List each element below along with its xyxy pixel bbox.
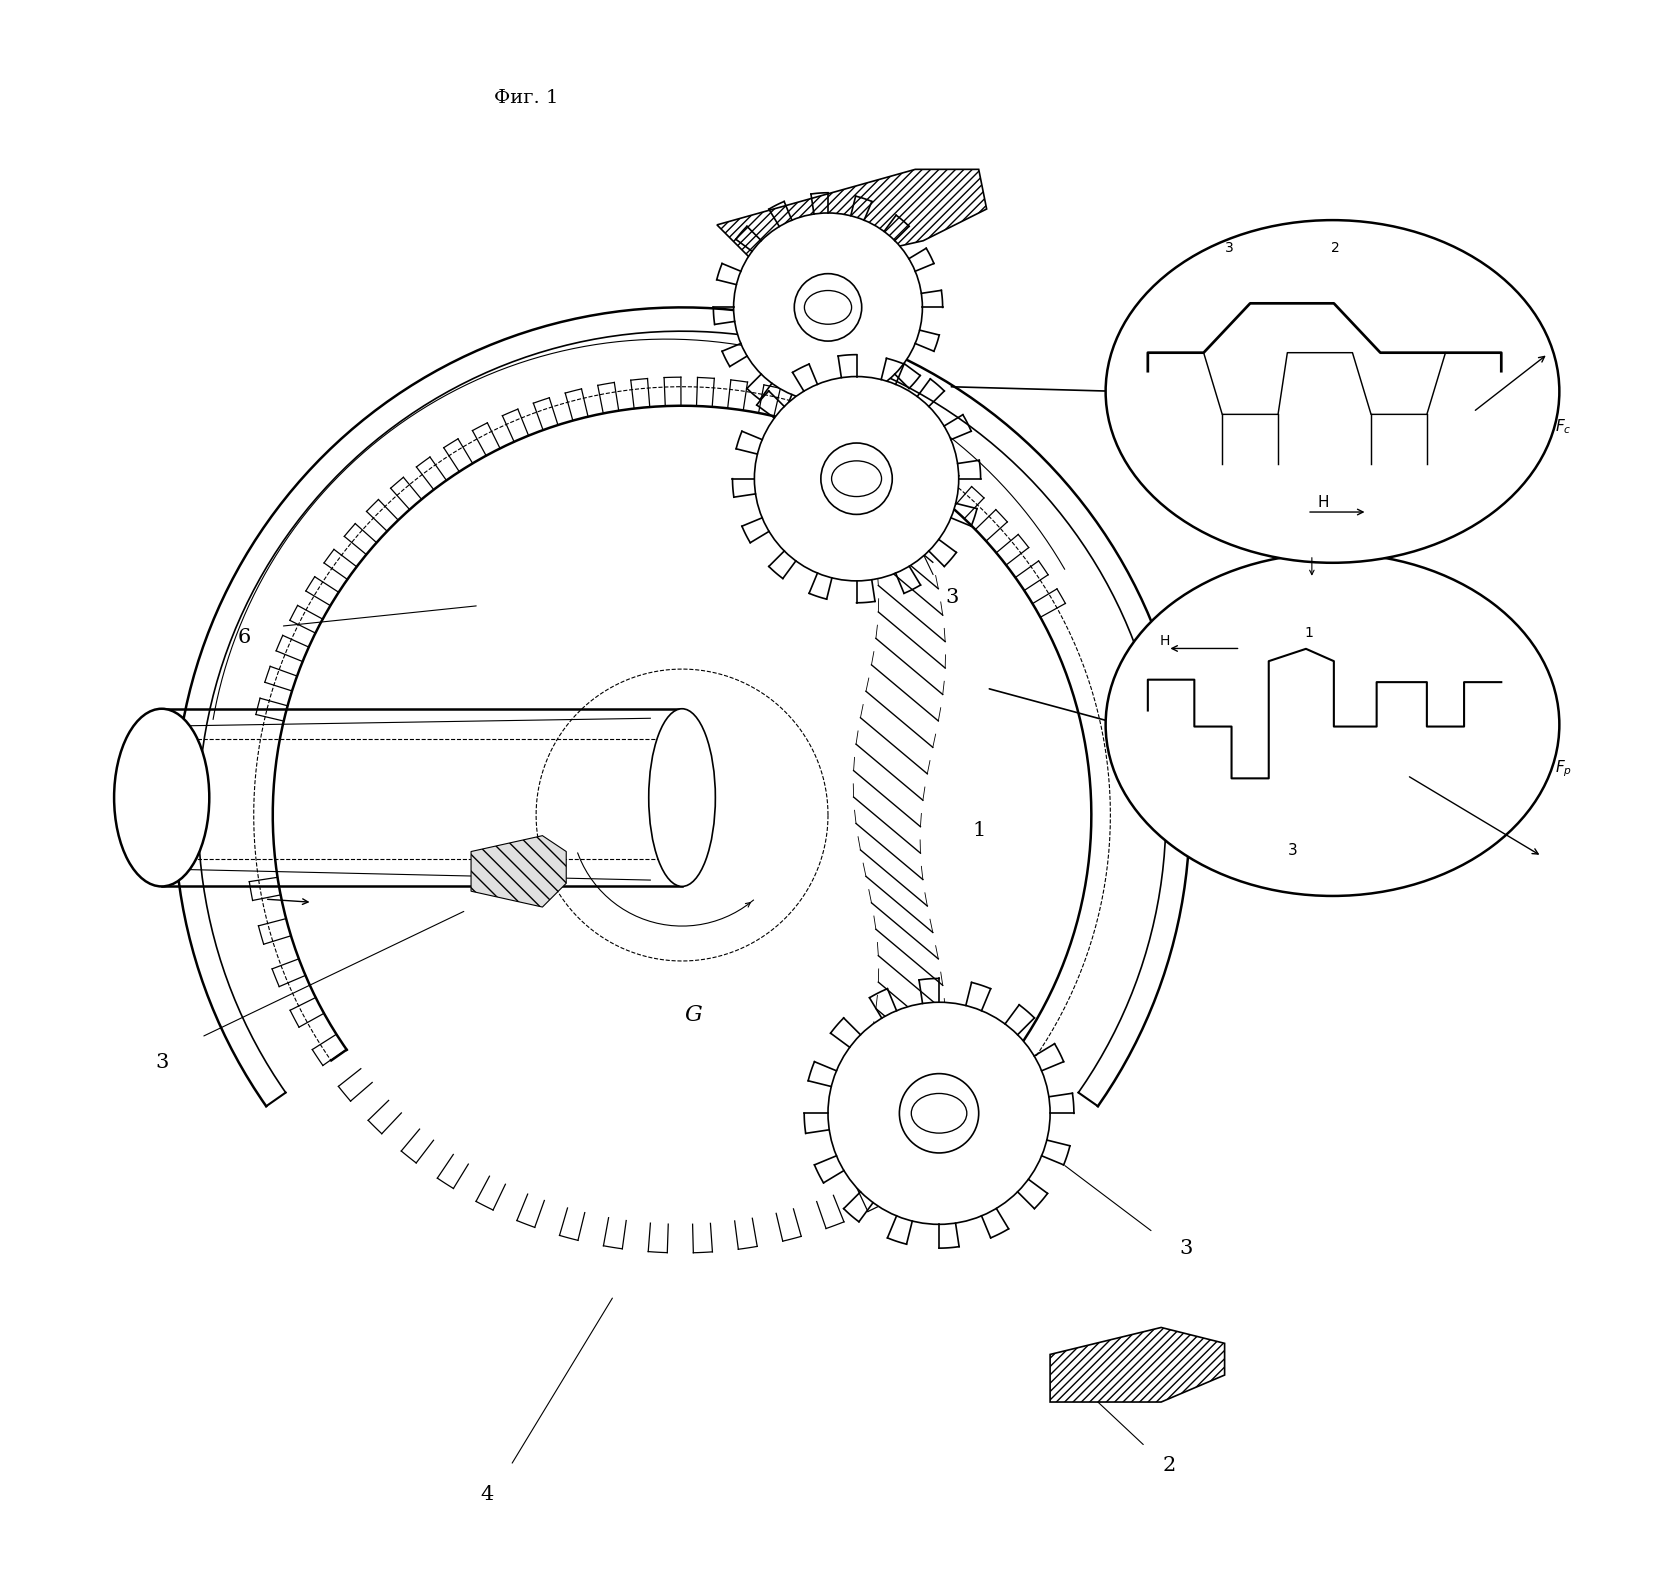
Ellipse shape	[649, 708, 715, 887]
Ellipse shape	[804, 290, 851, 325]
Ellipse shape	[910, 1094, 967, 1134]
Text: 2: 2	[1162, 1457, 1175, 1474]
Circle shape	[821, 443, 892, 514]
Ellipse shape	[114, 708, 209, 887]
Text: 3: 3	[1178, 1239, 1193, 1258]
Text: $F_p$: $F_p$	[1554, 758, 1571, 778]
Text: 2: 2	[1331, 240, 1339, 255]
Circle shape	[755, 377, 958, 581]
Text: 3: 3	[1225, 240, 1233, 255]
Text: 4: 4	[480, 1484, 493, 1503]
Text: H: H	[1158, 634, 1168, 648]
Text: 3: 3	[1288, 842, 1298, 858]
Text: 3: 3	[156, 1052, 169, 1071]
Circle shape	[733, 213, 922, 401]
Text: H: H	[1316, 495, 1327, 511]
Polygon shape	[717, 169, 986, 275]
Ellipse shape	[1106, 554, 1559, 896]
Polygon shape	[470, 836, 566, 907]
Text: 1: 1	[971, 821, 985, 841]
Text: G: G	[684, 1005, 702, 1025]
Ellipse shape	[831, 460, 880, 497]
Circle shape	[899, 1073, 978, 1153]
Text: Фиг. 1: Фиг. 1	[495, 89, 558, 107]
Text: 1: 1	[1304, 626, 1312, 640]
Circle shape	[794, 274, 861, 341]
Text: $F_c$: $F_c$	[1554, 417, 1571, 436]
Text: 6: 6	[237, 627, 250, 646]
Text: 3: 3	[945, 587, 958, 607]
Circle shape	[828, 1003, 1049, 1224]
Polygon shape	[1049, 1328, 1223, 1403]
Ellipse shape	[1106, 220, 1559, 564]
